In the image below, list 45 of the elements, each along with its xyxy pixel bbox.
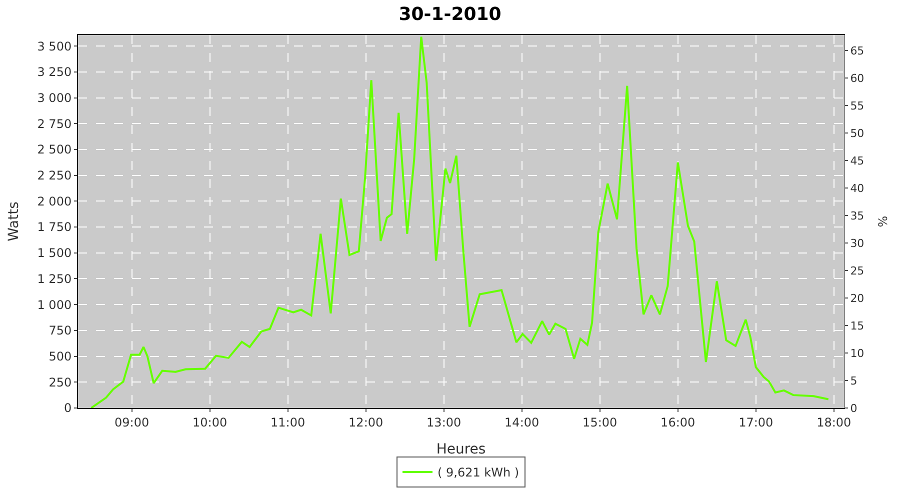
y2-tick-label: 15 <box>850 319 864 332</box>
legend-label: ( 9,621 kWh ) <box>438 466 520 480</box>
y2-tick-label: 30 <box>850 236 864 250</box>
y2-tick-label: 50 <box>850 126 864 140</box>
y2-tick-label: 20 <box>850 292 864 305</box>
y2-tick-label: 65 <box>850 44 864 58</box>
y-tick-label: 1 250 <box>37 272 72 286</box>
y2-tick-label: 10 <box>850 346 864 360</box>
x-tick-label: 10:00 <box>192 415 228 430</box>
y2-tick-label: 5 <box>850 374 858 388</box>
y2-tick-label: 40 <box>850 182 864 195</box>
x-tick-label: 11:00 <box>270 415 306 430</box>
y-tick-label: 1 000 <box>37 298 72 312</box>
y-axis-title: Watts <box>6 202 22 242</box>
x-tick-label: 15:00 <box>582 415 618 430</box>
y2-tick-label: 25 <box>850 264 864 278</box>
y-tick-label: 3 250 <box>37 65 72 80</box>
y2-tick-label: 35 <box>850 209 864 222</box>
x-axis-title: Heures <box>436 442 486 458</box>
x-tick-label: 14:00 <box>504 415 540 430</box>
x-tick-label: 18:00 <box>816 415 852 430</box>
y-tick-label: 250 <box>48 375 72 390</box>
y-tick-label: 500 <box>48 349 72 364</box>
x-tick-label: 09:00 <box>114 415 150 430</box>
y-tick-label: 2 000 <box>37 194 72 208</box>
y2-tick-label: 60 <box>850 72 864 85</box>
y2-tick-label: 0 <box>850 402 858 415</box>
y-tick-label: 1 750 <box>37 220 72 234</box>
y2-axis-title: % <box>876 216 890 228</box>
x-tick-label: 12:00 <box>348 415 384 430</box>
chart-title: 30-1-2010 <box>398 4 502 26</box>
y-tick-label: 1 500 <box>37 246 72 260</box>
y2-tick-label: 45 <box>850 154 864 168</box>
y-tick-label: 3 000 <box>37 90 72 105</box>
y-tick-label: 0 <box>64 401 72 416</box>
y-tick-label: 2 250 <box>37 168 72 183</box>
x-tick-label: 13:00 <box>426 415 462 430</box>
y-tick-label: 2 750 <box>37 116 72 131</box>
x-tick-label: 17:00 <box>738 415 774 430</box>
y2-tick-label: 55 <box>850 99 864 112</box>
y-tick-label: 3 500 <box>37 39 72 54</box>
y-tick-label: 750 <box>48 324 72 338</box>
y-tick-label: 2 500 <box>37 142 72 157</box>
x-tick-label: 16:00 <box>660 415 696 430</box>
line-series <box>90 36 830 408</box>
